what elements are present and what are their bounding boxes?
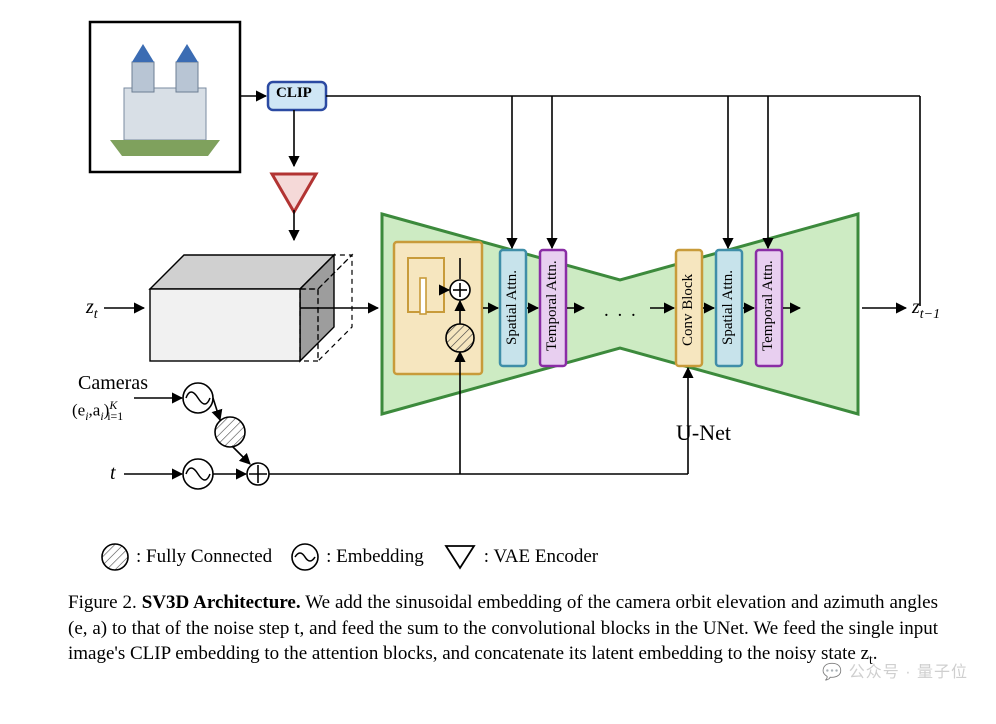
zt-label: zt — [86, 296, 98, 323]
architecture-diagram — [0, 0, 996, 540]
t-label: t — [110, 462, 116, 485]
temporal-attn-label-1: Temporal Attn. — [544, 252, 561, 360]
watermark: 💬 公众号 · 量子位 — [822, 658, 968, 682]
spatial-attn-label-1: Spatial Attn. — [504, 256, 521, 360]
legend-emb: : Embedding — [290, 542, 424, 572]
clip-label: CLIP — [276, 85, 312, 102]
spatial-attn-label-2: Spatial Attn. — [720, 256, 737, 360]
legend-vae: : VAE Encoder — [442, 542, 598, 572]
cameras-label: Cameras — [78, 372, 148, 395]
legend: : Fully Connected : Embedding : VAE Enco… — [100, 542, 900, 572]
temporal-attn-label-2: Temporal Attn. — [760, 252, 777, 360]
unet-label: U-Net — [676, 420, 731, 446]
figure-caption: Figure 2. SV3D Architecture. We add the … — [68, 590, 938, 669]
legend-fc: : Fully Connected — [100, 542, 272, 572]
ztm1-label: zt−1 — [912, 296, 940, 323]
cameras-math: (ei,ai)Ki=1 — [72, 398, 123, 424]
ellipsis: . . . — [604, 300, 638, 322]
conv-block-label-2: Conv Block — [680, 262, 697, 358]
figure-root: { "colors": { "black": "#000000", "clip_… — [0, 0, 996, 724]
